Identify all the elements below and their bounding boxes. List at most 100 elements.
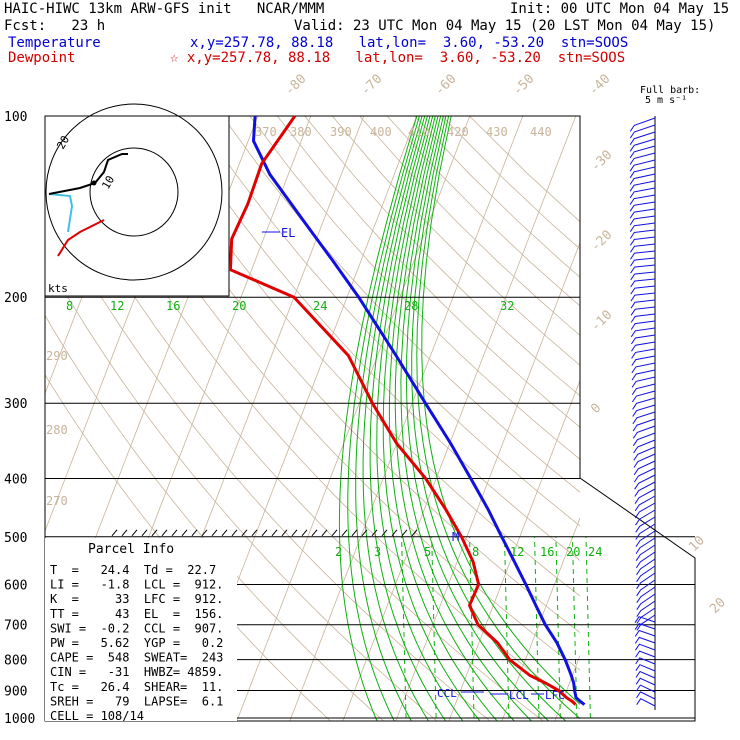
mixing-ratio-line — [431, 536, 437, 719]
wind-barb — [630, 327, 656, 338]
wind-barb — [635, 657, 656, 665]
hatch-mark — [201, 529, 208, 537]
hodograph-trace-mid — [48, 193, 74, 233]
wind-barb — [630, 313, 656, 323]
isotherm-label: -20 — [588, 228, 615, 255]
pressure-tick-label: 300 — [4, 397, 27, 412]
pressure-tick-label: 800 — [4, 654, 27, 669]
wind-barb — [631, 376, 656, 388]
wind-barb — [634, 643, 656, 651]
dry-adiabat-line — [194, 116, 580, 527]
wind-barb — [629, 159, 656, 172]
wind-barb — [629, 124, 656, 139]
parcel-info-row: CAPE = 548 SWEAT= 243 — [50, 651, 223, 665]
isotherm-label: -80 — [282, 72, 309, 99]
mixing-ratio-label-lower: 12 — [510, 545, 524, 559]
isotherm-line — [289, 116, 524, 721]
isotherm-line — [501, 516, 580, 721]
wind-barb — [634, 488, 656, 504]
wind-barb — [634, 629, 656, 637]
wind-barb — [631, 341, 656, 352]
mixing-ratio-label-lower: 24 — [588, 545, 602, 559]
wind-barb — [634, 616, 656, 623]
wind-barb — [631, 355, 656, 366]
dry-adiabat-line — [112, 116, 580, 634]
wind-barb — [635, 509, 656, 526]
dry-adiabat-line — [414, 116, 580, 278]
moist-adiabat-line — [411, 116, 567, 721]
wind-barb — [633, 460, 656, 476]
moist-adiabat-line — [382, 116, 481, 721]
wind-barb — [635, 544, 656, 561]
wind-barb — [635, 664, 656, 672]
moist-adiabat-line — [405, 116, 550, 721]
theta-label: 290 — [46, 349, 68, 363]
hatch-mark — [221, 529, 228, 537]
hodograph-ring-label: 10 — [99, 174, 117, 192]
theta-label: 380 — [290, 125, 312, 139]
parcel-info-row: Tc = 26.4 SHEAR= 11. — [50, 680, 223, 694]
parcel-info-title: Parcel Info — [88, 542, 174, 557]
hatch-mark — [331, 529, 338, 537]
ccl-label: CCL — [437, 687, 457, 700]
mixing-ratio-label-lower: 5 — [424, 545, 431, 559]
wind-barb — [630, 264, 656, 274]
dry-adiabat-line — [469, 116, 580, 223]
wind-barb — [632, 425, 656, 439]
wind-barb — [636, 586, 656, 603]
hatch-mark — [111, 529, 118, 537]
hatch-mark — [241, 529, 248, 537]
wind-barb — [631, 383, 656, 395]
dry-adiabat-line — [45, 199, 491, 721]
wind-barb — [636, 558, 656, 576]
wind-barb — [629, 145, 656, 159]
parcel-info-row: T = 24.4 Td = 22.7 — [50, 563, 216, 577]
valid-time: Valid: 23 UTC Mon 04 May 15 (20 LST Mon … — [294, 18, 716, 34]
isotherm-label: -30 — [588, 148, 615, 175]
hatch-mark — [161, 529, 168, 537]
wind-barb — [629, 194, 656, 205]
forecast-hour: Fcst: 23 h — [4, 18, 106, 34]
mixing-ratio-label-lower: 20 — [566, 545, 580, 559]
pressure-tick-label: 600 — [4, 578, 27, 593]
parcel-info-row: TT = 43 EL = 156. — [50, 607, 223, 621]
wind-barb — [632, 404, 656, 417]
hatch-mark — [411, 529, 418, 537]
moist-adiabat-line — [347, 116, 420, 721]
hatch-mark — [141, 529, 148, 537]
wind-barb — [629, 229, 656, 239]
pressure-tick-label: 400 — [4, 472, 27, 487]
hodograph-trace-high — [48, 153, 128, 195]
lfc-label: LFC — [545, 689, 565, 702]
dry-adiabat-line — [304, 116, 580, 397]
dewpoint-profile — [228, 115, 577, 706]
wind-barb — [634, 623, 656, 630]
wind-barb — [636, 698, 656, 707]
wind-barb — [631, 362, 656, 374]
hatch-mark — [211, 529, 218, 537]
wind-barb — [635, 650, 656, 658]
storm-motion-dot — [91, 180, 97, 186]
isotherm-label: 20 — [707, 595, 729, 617]
model-title: HAIC-HIWC 13km ARW-GFS init NCAR/MMM — [4, 1, 325, 17]
temperature-legend: Temperature — [8, 35, 101, 51]
wind-barb — [632, 432, 656, 446]
hatch-mark — [371, 529, 378, 537]
isotherm-label: -70 — [358, 72, 385, 99]
mixing-ratio-label-lower: 2 — [335, 545, 342, 559]
wind-barb — [629, 166, 656, 179]
hatch-mark — [281, 529, 288, 537]
hodograph-ring-outer — [45, 103, 223, 281]
moist-adiabat-line — [388, 116, 498, 721]
isotherm-label: -40 — [586, 72, 613, 99]
wind-barb — [634, 495, 656, 512]
isotherm-line — [236, 116, 471, 721]
wind-barb — [630, 292, 656, 302]
wind-barb — [630, 257, 656, 267]
dry-adiabat-line — [276, 116, 580, 428]
dry-adiabat-line — [167, 116, 580, 562]
wind-barb — [635, 537, 656, 554]
parcel-info-row: LI = -1.8 LCL = 912. — [50, 578, 223, 592]
m-label: M — [452, 530, 459, 544]
wind-barb — [630, 306, 656, 316]
